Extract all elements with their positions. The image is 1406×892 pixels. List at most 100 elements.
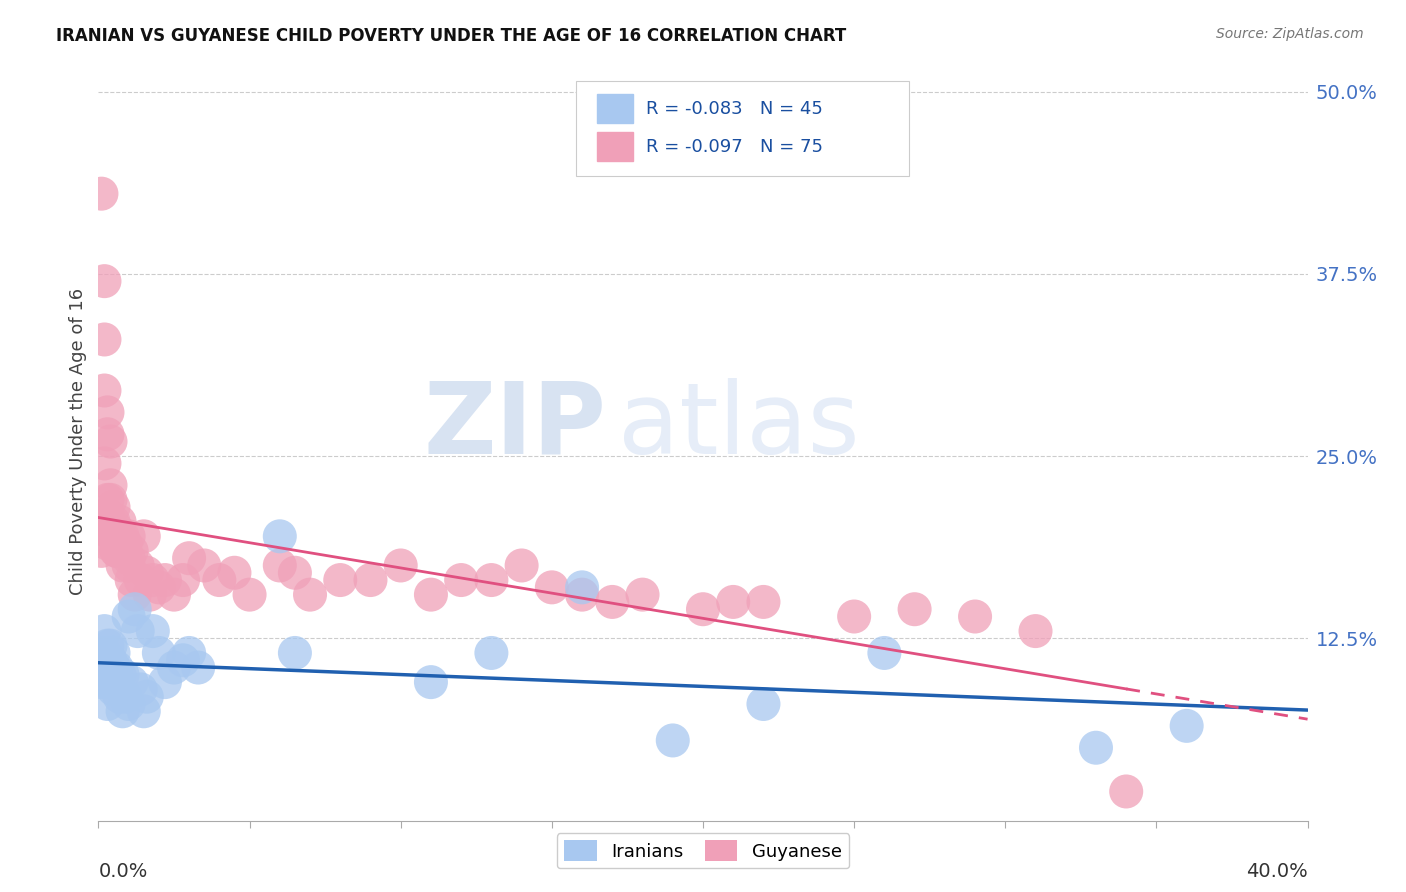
Point <box>111 536 134 550</box>
Bar <box>596 132 633 161</box>
Point <box>187 660 209 674</box>
Text: Source: ZipAtlas.com: Source: ZipAtlas.com <box>1216 27 1364 41</box>
Point <box>108 515 131 529</box>
Point <box>105 529 128 543</box>
Point <box>284 646 307 660</box>
Point <box>105 675 128 690</box>
Legend: Iranians, Guyanese: Iranians, Guyanese <box>557 833 849 869</box>
Point <box>105 544 128 558</box>
Point <box>108 690 131 704</box>
Point <box>100 653 122 667</box>
Point <box>100 478 122 492</box>
Point <box>1024 624 1046 639</box>
Point <box>100 639 122 653</box>
Point <box>118 609 141 624</box>
Point <box>100 492 122 507</box>
Point <box>481 646 503 660</box>
Point <box>510 558 533 573</box>
Point <box>239 588 262 602</box>
Point <box>602 595 624 609</box>
Point <box>96 697 118 711</box>
Point <box>93 333 115 347</box>
Point <box>90 653 112 667</box>
Point <box>172 573 194 587</box>
Point <box>153 675 176 690</box>
Point <box>752 595 775 609</box>
Point <box>100 668 122 682</box>
Point <box>692 602 714 616</box>
Point <box>631 588 654 602</box>
Point <box>1115 784 1137 798</box>
Point <box>179 646 201 660</box>
Point <box>299 588 322 602</box>
Point <box>121 544 143 558</box>
Text: R = -0.083   N = 45: R = -0.083 N = 45 <box>647 100 823 118</box>
Point <box>121 573 143 587</box>
Point <box>96 405 118 419</box>
Point <box>105 522 128 536</box>
Point <box>118 529 141 543</box>
Text: 0.0%: 0.0% <box>98 863 148 881</box>
Point <box>103 529 125 543</box>
Point <box>571 588 593 602</box>
Point <box>96 492 118 507</box>
Point <box>269 558 291 573</box>
Point <box>121 675 143 690</box>
Point <box>904 602 927 616</box>
Point <box>965 609 987 624</box>
Point <box>124 602 146 616</box>
Point <box>752 697 775 711</box>
Point <box>93 646 115 660</box>
Bar <box>596 95 633 123</box>
Point <box>389 558 412 573</box>
Point <box>142 624 165 639</box>
Point <box>111 558 134 573</box>
Point <box>142 573 165 587</box>
Point <box>90 675 112 690</box>
Text: ZIP: ZIP <box>423 378 606 475</box>
Point <box>163 588 186 602</box>
Point <box>114 536 136 550</box>
Point <box>103 500 125 515</box>
Point <box>129 573 152 587</box>
Point <box>360 573 382 587</box>
Point <box>90 544 112 558</box>
Point <box>127 624 149 639</box>
Point <box>135 566 157 580</box>
Point <box>132 529 155 543</box>
Point <box>118 551 141 566</box>
Text: atlas: atlas <box>619 378 860 475</box>
Point <box>571 580 593 594</box>
Point <box>103 660 125 674</box>
Point <box>179 551 201 566</box>
Point <box>118 697 141 711</box>
Point <box>103 515 125 529</box>
Point <box>96 427 118 442</box>
Point <box>93 384 115 398</box>
Point <box>103 529 125 543</box>
Y-axis label: Child Poverty Under the Age of 16: Child Poverty Under the Age of 16 <box>69 288 87 595</box>
Point <box>844 609 866 624</box>
Point <box>93 624 115 639</box>
Text: R = -0.097   N = 75: R = -0.097 N = 75 <box>647 137 823 155</box>
Point <box>105 544 128 558</box>
Point <box>420 588 443 602</box>
Point <box>723 595 745 609</box>
Point <box>100 434 122 449</box>
Point <box>93 457 115 471</box>
Point <box>129 682 152 697</box>
Point <box>193 558 215 573</box>
Text: 40.0%: 40.0% <box>1246 863 1308 881</box>
Point <box>139 588 162 602</box>
Point <box>108 529 131 543</box>
Point <box>1085 740 1108 755</box>
Text: IRANIAN VS GUYANESE CHILD POVERTY UNDER THE AGE OF 16 CORRELATION CHART: IRANIAN VS GUYANESE CHILD POVERTY UNDER … <box>56 27 846 45</box>
Point <box>105 660 128 674</box>
Point <box>132 704 155 718</box>
Point <box>111 704 134 718</box>
Point <box>481 573 503 587</box>
Point <box>329 573 352 587</box>
Point <box>873 646 896 660</box>
Point <box>208 573 231 587</box>
Point <box>93 274 115 288</box>
